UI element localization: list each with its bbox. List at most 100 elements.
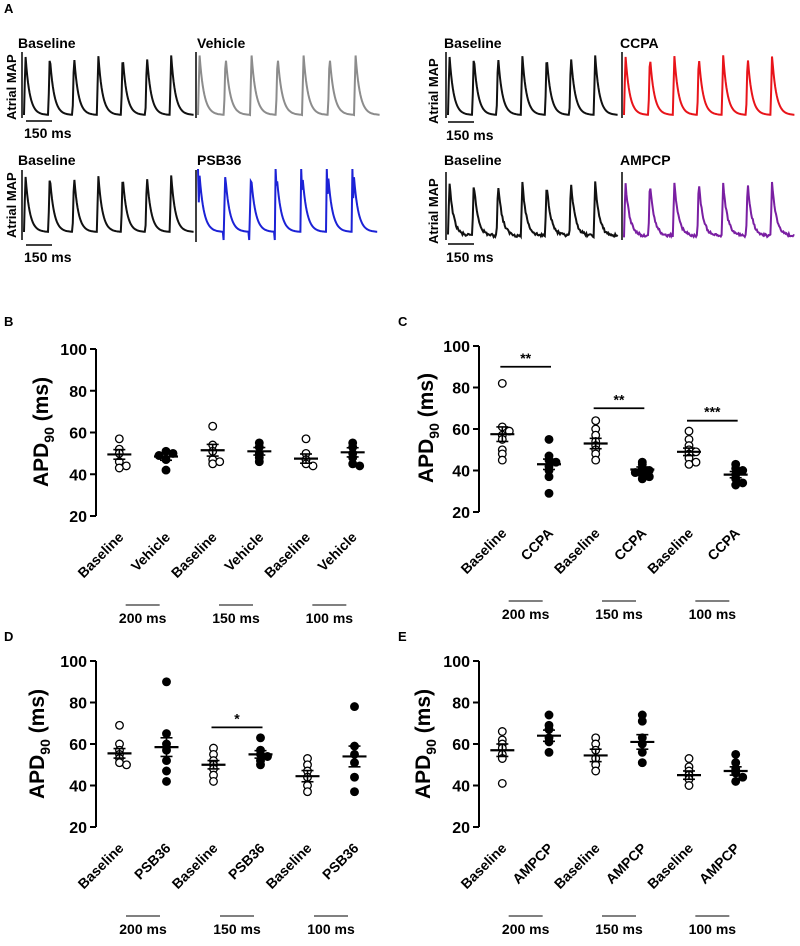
panel-e-y-tick-label: 100: [443, 654, 470, 671]
panel-d-category-label: Baseline: [169, 840, 221, 892]
panel-d-group-label: 200 ms: [119, 921, 167, 937]
panel-b-point: [161, 465, 171, 475]
trace-vehicle-left-label: Baseline: [18, 35, 76, 51]
panel-c-point: [591, 416, 601, 426]
trace-ccpa-left-label: Baseline: [444, 35, 502, 51]
panel-b-point: [301, 434, 311, 444]
panel-c-point: [738, 466, 748, 475]
panel-c-significance-label: **: [520, 350, 531, 366]
panel-c-group-label: 100 ms: [689, 606, 737, 622]
panel-e-point: [731, 776, 741, 786]
panel-e-group-label: 150 ms: [595, 921, 643, 937]
trace-vehicle: Baseline Vehicle Atrial MAP 150 ms: [4, 35, 380, 141]
panel-e-point: [497, 727, 507, 736]
panel-c-category-label: Baseline: [551, 525, 603, 577]
panel-c-y-tick-label: 20: [452, 505, 470, 522]
trace-ampcp-baseline-waveform: [447, 181, 619, 240]
panel-c-point: [497, 378, 507, 388]
trace-ampcp-scale-text: 150 ms: [446, 249, 494, 265]
trace-ampcp-left-label: Baseline: [444, 152, 502, 168]
panel-d-category-label: PSB36: [319, 840, 362, 883]
panel-d-category-label: Baseline: [75, 840, 127, 892]
panel-e-point: [684, 754, 694, 763]
panel-d-y-tick-label: 20: [69, 820, 87, 837]
panel-b-category-label: Baseline: [261, 529, 313, 581]
panel-e-point: [591, 766, 601, 776]
panel-c-y-axis-label: APD90 (ms): [415, 373, 442, 483]
panel-b-point: [355, 461, 365, 471]
panel-d-point: [122, 760, 131, 770]
panel-c-point: [731, 480, 741, 490]
panel-b-category-label: Baseline: [74, 529, 126, 581]
panel-d-letter: D: [4, 629, 13, 644]
panel-e-point: [544, 710, 554, 720]
panel-d-y-tick-label: 40: [69, 779, 87, 796]
panel-d-group-label: 100 ms: [307, 921, 355, 937]
trace-ccpa-drug-waveform: [623, 55, 795, 116]
panel-c-point: [591, 455, 601, 465]
panel-e-group-label: 100 ms: [689, 921, 737, 937]
panel-d-point: [256, 760, 265, 770]
panel-c-point: [544, 472, 554, 482]
trace-ccpa-scale-text: 150 ms: [446, 127, 494, 143]
panel-e-letter: E: [398, 629, 407, 644]
panel-c-category-label: Baseline: [644, 525, 696, 577]
panel-e-point: [637, 758, 647, 768]
trace-psb36: Baseline PSB36 Atrial MAP 150 ms: [4, 152, 378, 265]
trace-psb36-drug-waveform: [197, 168, 378, 241]
panel-d-significance-label: *: [234, 710, 240, 726]
panel-a: A Baseline Vehicle Atrial MAP 150 ms Bas…: [4, 1, 795, 265]
panel-d-point: [115, 720, 124, 730]
panel-b-y-tick-label: 80: [69, 384, 87, 401]
panel-e-category-label: Baseline: [457, 840, 509, 892]
panel-d-y-tick-label: 100: [60, 654, 87, 671]
trace-vehicle-baseline-waveform: [23, 55, 194, 116]
panel-c-y-tick-label: 100: [443, 339, 470, 356]
trace-psb36-scale-text: 150 ms: [24, 249, 72, 265]
panel-d-point: [162, 766, 171, 776]
panel-c-point: [637, 474, 647, 484]
trace-psb36-baseline-waveform: [23, 175, 194, 233]
panel-b-group-label: 100 ms: [306, 610, 354, 626]
panel-e-y-tick-label: 60: [452, 737, 470, 754]
panel-c-y-tick-label: 60: [452, 422, 470, 439]
panel-b-point: [215, 457, 225, 467]
panel-e-point: [544, 747, 554, 757]
panel-e-category-label: Baseline: [644, 840, 696, 892]
panel-d-y-tick-label: 60: [69, 737, 87, 754]
panel-e-y-tick-label: 80: [452, 696, 470, 713]
panel-e-point: [731, 749, 741, 759]
panel-c-point: [684, 459, 694, 469]
trace-vehicle-y-label: Atrial MAP: [4, 54, 19, 120]
panel-c-significance-label: ***: [704, 404, 721, 420]
panel-e-point: [684, 781, 694, 790]
panel-b-y-tick-label: 60: [69, 426, 87, 443]
panel-d-point: [162, 756, 171, 766]
panel-b-y-axis-label: APD90 (ms): [30, 377, 57, 487]
panel-d-y-tick-label: 80: [69, 696, 87, 713]
panel-b-letter: B: [4, 314, 13, 329]
panel-d-point: [256, 733, 265, 743]
trace-vehicle-right-label: Vehicle: [197, 35, 245, 51]
panel-c-category-label: Baseline: [457, 525, 509, 577]
panel-c-significance-label: **: [614, 391, 625, 407]
panel-d-point: [350, 702, 359, 712]
panel-d-category-label: PSB36: [131, 840, 174, 883]
panel-d-y-axis-label: APD90 (ms): [26, 689, 53, 799]
panel-c-group-label: 150 ms: [595, 606, 643, 622]
trace-ccpa-right-label: CCPA: [620, 35, 659, 51]
panel-e-y-tick-label: 20: [452, 820, 470, 837]
trace-ccpa-y-label: Atrial MAP: [426, 58, 441, 124]
panel-c-category-label: CCPA: [611, 525, 650, 564]
panel-e-y-axis-label: APD90 (ms): [412, 689, 439, 799]
panel-b-category-label: Vehicle: [128, 529, 174, 575]
panel-c-y-tick-label: 40: [452, 464, 470, 481]
panel-b-y-tick-label: 100: [60, 342, 87, 359]
panel-e-group-label: 200 ms: [502, 921, 550, 937]
panel-d-point: [350, 772, 359, 782]
panel-d-group-label: 150 ms: [213, 921, 261, 937]
